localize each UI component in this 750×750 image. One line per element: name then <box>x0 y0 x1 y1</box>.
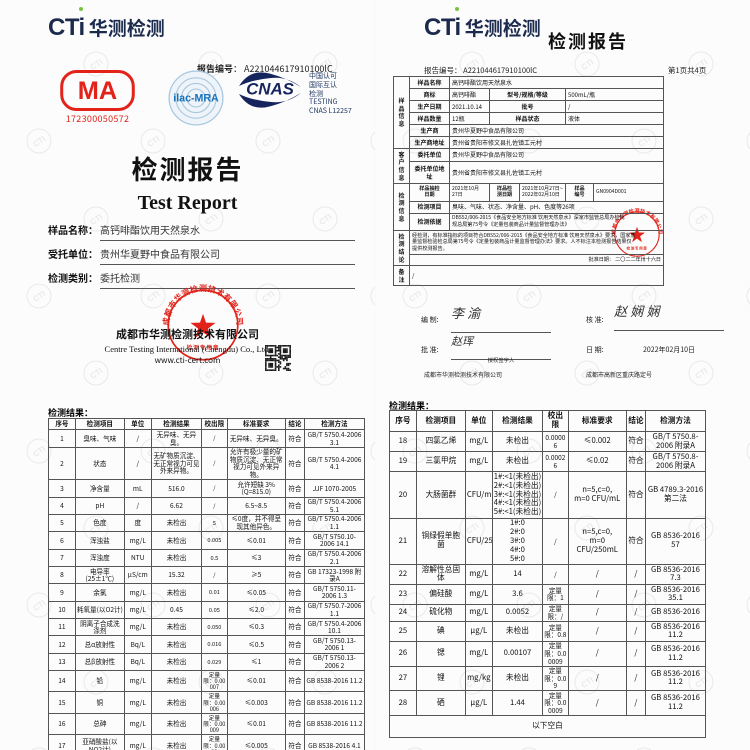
svg-text:CTI: CTI <box>465 521 481 536</box>
svg-text:CTI: CTI <box>694 212 710 227</box>
svg-text:成都市华测检测技术有限公司: 成都市华测检测技术有限公司 <box>609 206 663 234</box>
svg-text:CTI: CTI <box>31 444 47 459</box>
svg-text:CTI: CTI <box>31 134 47 149</box>
svg-text:CTI: CTI <box>89 366 105 381</box>
svg-text:CTI: CTI <box>694 57 710 72</box>
svg-text:CTI: CTI <box>579 57 595 72</box>
svg-text:CTI: CTI <box>31 598 47 613</box>
svg-text:CTI: CTI <box>31 289 47 304</box>
svg-text:CTI: CTI <box>694 521 710 536</box>
svg-text:CTI: CTI <box>465 57 481 72</box>
svg-text:CTI: CTI <box>261 289 277 304</box>
svg-text:CTI: CTI <box>465 212 481 227</box>
svg-text:CTI: CTI <box>579 366 595 381</box>
svg-text:CTI: CTI <box>694 676 710 691</box>
svg-text:CTI: CTI <box>522 289 538 304</box>
svg-text:CTI: CTI <box>637 134 653 149</box>
svg-text:CTI: CTI <box>465 676 481 691</box>
svg-text:CTI: CTI <box>579 676 595 691</box>
svg-text:CTI: CTI <box>579 212 595 227</box>
svg-text:CTI: CTI <box>694 366 710 381</box>
svg-text:CTI: CTI <box>407 598 423 613</box>
svg-text:CTI: CTI <box>318 366 334 381</box>
svg-text:CTI: CTI <box>407 289 423 304</box>
svg-text:MA: MA <box>78 77 117 105</box>
svg-text:CTI: CTI <box>522 444 538 459</box>
svg-text:ilac-MRA: ilac-MRA <box>173 92 219 104</box>
svg-text:CTI: CTI <box>522 134 538 149</box>
svg-text:CTI: CTI <box>407 134 423 149</box>
svg-text:CNAS: CNAS <box>246 80 295 99</box>
svg-text:CTI: CTI <box>637 598 653 613</box>
svg-text:CTI: CTI <box>261 134 277 149</box>
svg-text:CTI: CTI <box>637 289 653 304</box>
svg-text:CTI: CTI <box>637 444 653 459</box>
svg-text:CTI: CTI <box>579 521 595 536</box>
svg-text:CTI: CTI <box>407 444 423 459</box>
svg-text:CTI: CTI <box>146 134 162 149</box>
svg-text:CTI: CTI <box>522 598 538 613</box>
svg-text:检测专用章: 检测专用章 <box>627 246 648 252</box>
svg-text:CTI: CTI <box>465 366 481 381</box>
